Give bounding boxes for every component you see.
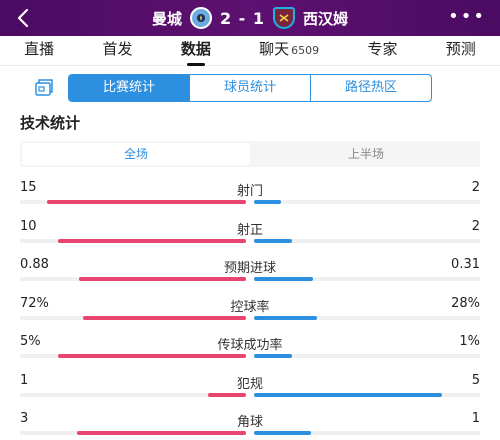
stat-label: 射门 <box>236 184 263 199</box>
segment-1[interactable]: 球员统计 <box>190 75 311 101</box>
tab-label: 预测 <box>445 39 476 58</box>
home-stat-bar <box>76 431 246 435</box>
stat-label: 控球率 <box>230 299 270 315</box>
home-stat-value: 3 <box>20 411 29 426</box>
home-team-name[interactable]: 曼城 <box>151 9 182 28</box>
home-stat-bar <box>78 277 246 281</box>
away-stat-track <box>254 431 480 435</box>
home-stat-track <box>20 431 246 435</box>
stat-label: 犯规 <box>236 376 263 392</box>
home-stat-value: 10 <box>20 218 37 234</box>
home-stat-track <box>20 200 246 204</box>
home-team-crest-icon[interactable] <box>189 7 212 29</box>
match-score: 2 - 1 <box>219 8 266 28</box>
tab-2[interactable]: 数据 <box>181 36 211 66</box>
home-stat-track <box>20 354 246 358</box>
period-0[interactable]: 全场 <box>22 143 250 165</box>
tab-5[interactable]: 预测 <box>446 36 476 66</box>
tab-count: 6509 <box>291 43 320 57</box>
stats-segment-control: 比赛统计 球员统计 路径热区 <box>68 74 432 102</box>
away-team-crest-icon[interactable] <box>273 7 296 29</box>
match-tabs: 直播 首发 数据 聊天 6509 专家 预测 <box>0 36 500 66</box>
home-stat-value: 0.88 <box>20 257 49 272</box>
away-stat-value: 2 <box>471 180 480 195</box>
match-scoreline: 曼城 2 - 1 西汉姆 <box>0 0 500 36</box>
tab-1[interactable]: 首发 <box>102 36 132 66</box>
stat-label: 预期进球 <box>223 261 276 276</box>
tab-3[interactable]: 聊天 6509 <box>259 36 319 66</box>
home-stat-bar <box>207 392 246 397</box>
tab-label: 直播 <box>24 39 55 58</box>
away-stat-track <box>254 354 480 358</box>
stats-list: 15 射门 2 10 射正 2 0.88 预期进球 0.31 72% 控球率 28% 5% 传球成功率 1%… <box>0 178 500 440</box>
stat-row: 10 射正 2 <box>0 217 500 256</box>
stats-segment-row: 比赛统计 球员统计 路径热区 <box>0 74 500 102</box>
home-stat-value: 1 <box>20 372 29 388</box>
home-stat-bar <box>47 200 246 204</box>
away-stat-track <box>254 238 480 243</box>
home-stat-value: 5% <box>20 334 41 349</box>
away-stat-bar <box>254 200 282 204</box>
home-stat-track <box>20 238 246 243</box>
away-stat-track <box>254 392 480 397</box>
stat-label: 射正 <box>236 222 263 238</box>
tab-label: 首发 <box>102 39 133 58</box>
stat-row: 15 射门 2 <box>0 178 500 217</box>
more-options-icon[interactable]: ••• <box>448 6 486 27</box>
away-stat-value: 2 <box>471 218 480 234</box>
tab-0[interactable]: 直播 <box>24 36 54 66</box>
away-stat-track <box>254 277 480 281</box>
away-stat-track <box>254 315 480 320</box>
stat-row: 0.88 预期进球 0.31 <box>0 255 500 294</box>
period-toggle: 全场 上半场 <box>20 141 480 167</box>
share-card-icon[interactable] <box>34 78 54 98</box>
stat-label: 传球成功率 <box>217 338 283 353</box>
tab-label: 聊天 <box>259 39 290 58</box>
away-stat-bar <box>254 315 318 320</box>
home-stat-bar <box>83 315 246 320</box>
tab-4[interactable]: 专家 <box>367 36 397 66</box>
home-stat-value: 72% <box>20 295 49 311</box>
away-stat-value: 5 <box>471 372 480 388</box>
away-stat-bar <box>254 392 442 397</box>
away-stat-bar <box>254 277 313 281</box>
match-header: 曼城 2 - 1 西汉姆 ••• <box>0 0 500 36</box>
home-stat-value: 15 <box>20 180 37 195</box>
stat-row: 1 犯规 5 <box>0 371 500 410</box>
home-stat-bar <box>58 354 246 358</box>
away-stat-bar <box>254 354 293 358</box>
away-team-name[interactable]: 西汉姆 <box>303 9 349 28</box>
away-stat-bar <box>254 431 311 435</box>
away-stat-value: 1% <box>459 334 480 349</box>
back-arrow-icon[interactable] <box>14 7 34 29</box>
away-stat-value: 28% <box>451 295 480 311</box>
tab-label: 专家 <box>367 39 398 58</box>
away-stat-track <box>254 200 480 204</box>
stat-label: 角球 <box>236 415 263 430</box>
section-title: 技术统计 <box>20 114 81 132</box>
tab-label: 数据 <box>180 39 211 58</box>
segment-0[interactable]: 比赛统计 <box>69 75 190 101</box>
home-stat-track <box>20 392 246 397</box>
segment-2[interactable]: 路径热区 <box>344 80 397 95</box>
away-stat-value: 0.31 <box>451 257 480 272</box>
away-stat-value: 1 <box>471 411 480 426</box>
stat-row: 3 角球 1 <box>0 409 500 440</box>
period-1[interactable]: 上半场 <box>347 147 384 161</box>
stat-row: 72% 控球率 28% <box>0 294 500 333</box>
home-stat-bar <box>58 238 246 243</box>
home-stat-track <box>20 277 246 281</box>
stat-row: 5% 传球成功率 1% <box>0 332 500 371</box>
home-stat-track <box>20 315 246 320</box>
away-stat-bar <box>254 238 293 243</box>
